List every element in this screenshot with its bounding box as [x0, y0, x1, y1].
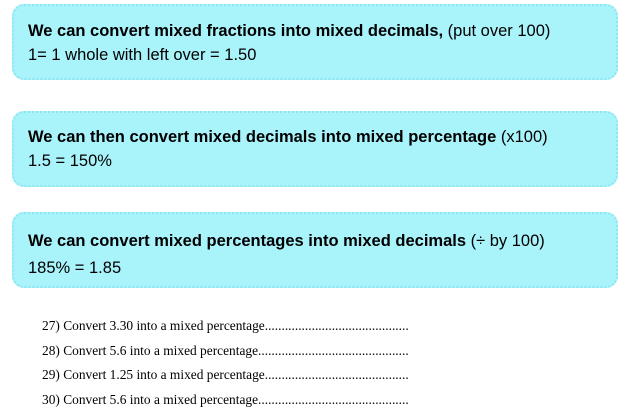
info-box-note: (put over 100)	[443, 22, 551, 40]
question-item-28: 28) Convert 5.6 into a mixed percentage.…	[42, 342, 409, 358]
info-box-note: (x100)	[496, 128, 548, 146]
question-item-27: 27) Convert 3.30 into a mixed percentage…	[42, 318, 409, 333]
info-box-example: 185% = 1.85	[28, 259, 122, 277]
info-box-fractions-to-decimals: We can convert mixed fractions into mixe…	[12, 4, 618, 80]
info-box-note: (÷ by 100)	[466, 232, 545, 250]
info-box-heading-line: We can convert mixed fractions into mixe…	[28, 20, 602, 42]
question-item-30: 30) Convert 5.6 into a mixed percentage.…	[42, 391, 409, 407]
info-box-percentages-to-decimals: We can convert mixed percentages into mi…	[12, 212, 618, 288]
question-item-29: 29) Convert 1.25 into a mixed percentage…	[42, 367, 409, 382]
info-box-heading-line: We can then convert mixed decimals into …	[28, 126, 602, 148]
info-box-example: 1= 1 whole with left over = 1.50	[28, 46, 257, 64]
info-box-heading-line: We can convert mixed percentages into mi…	[28, 230, 602, 252]
question-list: 27) Convert 3.30 into a mixed percentage…	[42, 314, 409, 412]
info-box-example: 1.5 = 150%	[28, 152, 112, 170]
info-box-heading: We can convert mixed percentages into mi…	[28, 232, 467, 250]
info-box-heading: We can convert mixed fractions into mixe…	[28, 22, 444, 40]
info-box-decimals-to-percentage: We can then convert mixed decimals into …	[12, 111, 618, 187]
info-box-heading: We can then convert mixed decimals into …	[28, 128, 497, 146]
